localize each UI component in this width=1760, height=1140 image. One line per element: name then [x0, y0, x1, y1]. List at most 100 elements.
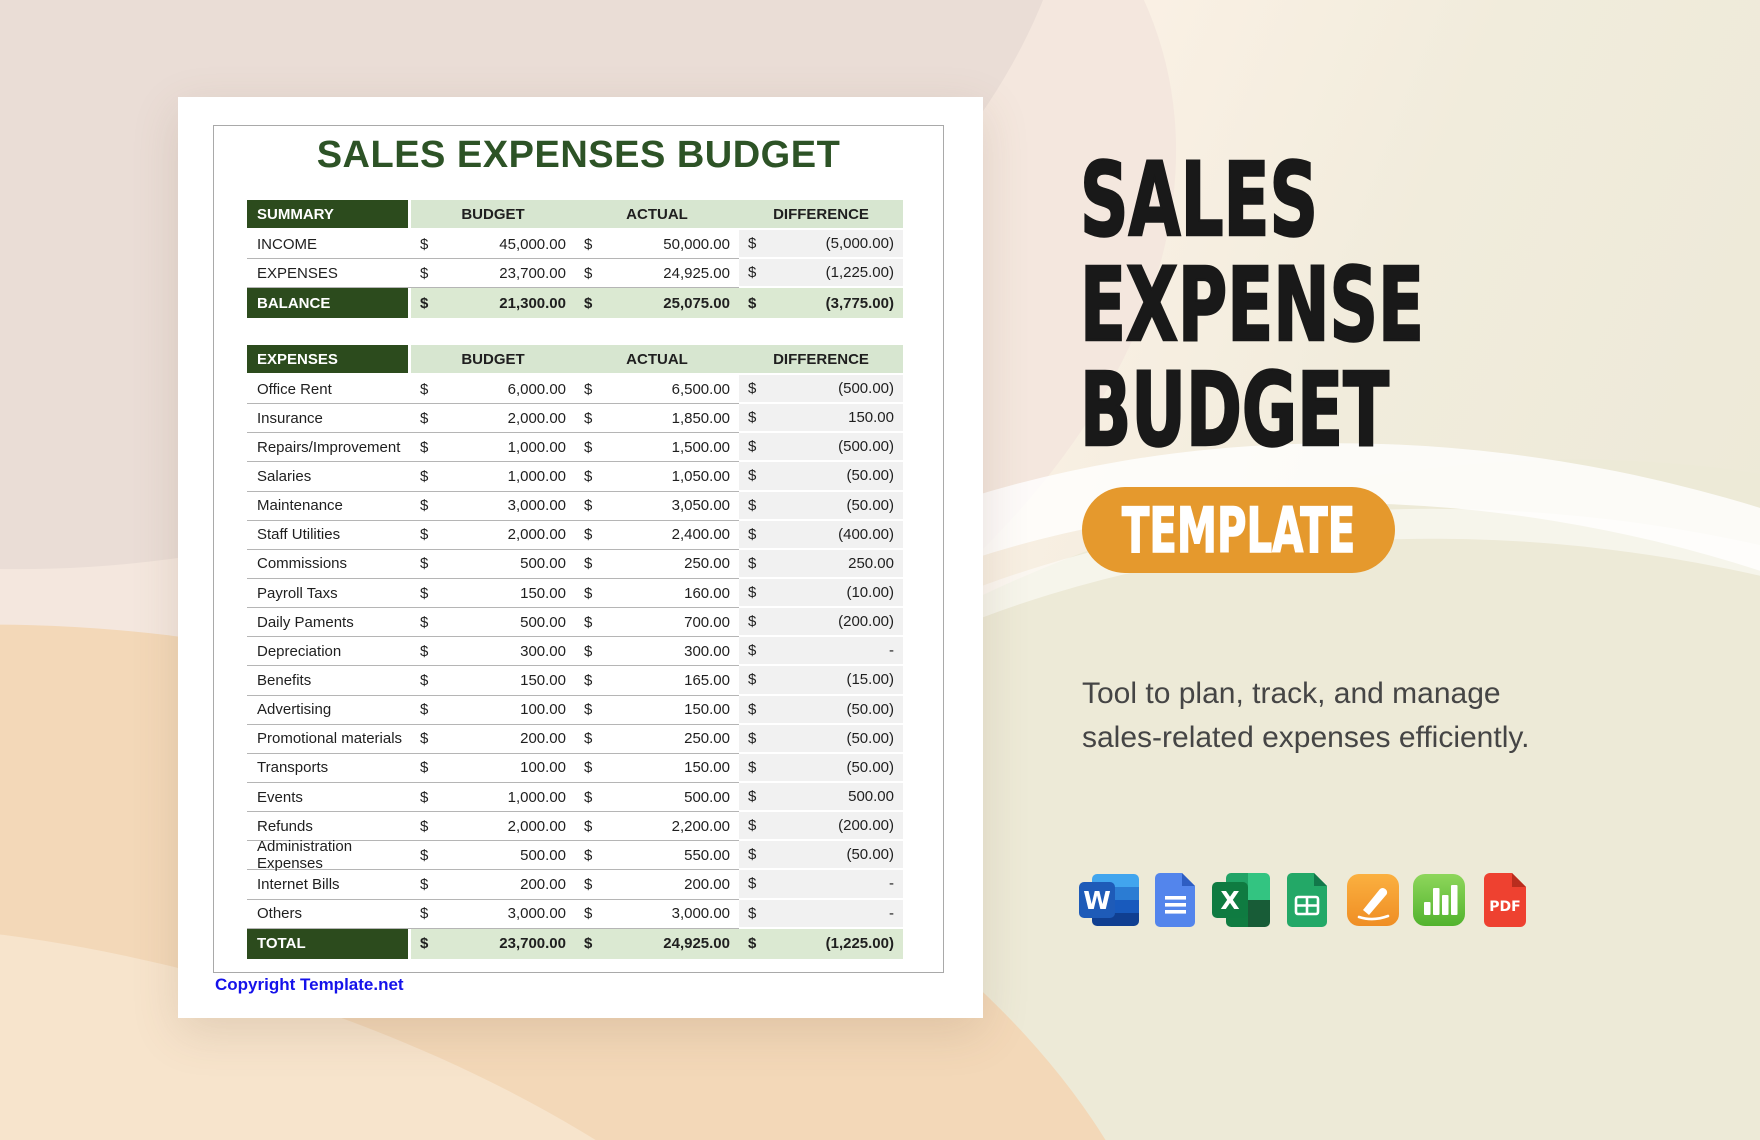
- total-row-label: TOTAL: [247, 928, 411, 959]
- budget-cell: $3,000.00: [411, 492, 575, 521]
- row-label: Commissions: [247, 550, 411, 579]
- format-word[interactable]: W: [1076, 871, 1142, 929]
- amount-value: (200.00): [838, 613, 894, 631]
- budget-cell: $1,000.00: [411, 783, 575, 813]
- summary-row: INCOME $45,000.00 $50,000.00 $ (5,000.00): [247, 230, 903, 260]
- difference-cell: $250.00: [739, 549, 903, 579]
- currency-symbol: $: [584, 613, 593, 631]
- budget-cell: $1,000.00: [411, 433, 575, 463]
- table-header-row: SUMMARY BUDGET ACTUAL DIFFERENCE: [247, 200, 903, 230]
- currency-symbol: $: [748, 935, 757, 953]
- row-label: Others: [247, 900, 411, 929]
- amount-value: 150.00: [684, 701, 730, 719]
- svg-text:W: W: [1083, 886, 1111, 915]
- budget-cell: $23,700.00: [411, 259, 575, 289]
- amount-value: 21,300.00: [499, 294, 566, 312]
- amount-value: 6,500.00: [671, 380, 730, 398]
- row-label: Insurance: [247, 404, 411, 434]
- difference-cell: $ (50.00): [739, 724, 903, 754]
- expense-row: Daily Paments $500.00 $700.00 $ (200.00): [247, 608, 903, 638]
- currency-symbol: $: [420, 759, 429, 777]
- amount-value: 250.00: [684, 555, 730, 573]
- google-sheets-icon: [1287, 873, 1327, 927]
- currency-symbol: $: [748, 788, 757, 806]
- amount-value: 200.00: [520, 875, 566, 893]
- amount-value: 300.00: [684, 642, 730, 660]
- copyright-link[interactable]: Copyright Template.net: [215, 975, 404, 994]
- column-header-budget: BUDGET: [411, 200, 575, 230]
- actual-cell: $550.00: [575, 841, 739, 871]
- currency-symbol: $: [584, 935, 593, 953]
- difference-cell: $ -: [739, 899, 903, 929]
- amount-value: 100.00: [520, 759, 566, 777]
- budget-cell: $2,000.00: [411, 812, 575, 842]
- actual-cell: $3,000.00: [575, 900, 739, 929]
- table-total-row: TOTAL $23,700.00 $24,925.00 $ (1,225.00): [247, 928, 903, 959]
- format-google-sheets[interactable]: [1274, 871, 1340, 929]
- column-header-difference: DIFFERENCE: [739, 200, 903, 230]
- difference-cell: $ (15.00): [739, 666, 903, 696]
- amount-value: 2,200.00: [671, 817, 730, 835]
- currency-symbol: $: [420, 497, 429, 515]
- difference-cell: $ (5,000.00): [739, 230, 903, 260]
- currency-symbol: $: [748, 554, 757, 572]
- currency-symbol: $: [420, 380, 429, 398]
- budget-cell: $2,000.00: [411, 404, 575, 434]
- total-row-label: BALANCE: [247, 288, 411, 319]
- row-label: Daily Paments: [247, 608, 411, 638]
- currency-symbol: $: [420, 613, 429, 631]
- expense-row: Salaries $1,000.00 $1,050.00 $ (50.00): [247, 462, 903, 492]
- amount-value: 500.00: [520, 846, 566, 864]
- actual-cell: $150.00: [575, 754, 739, 783]
- actual-cell: $2,400.00: [575, 521, 739, 550]
- amount-value: 3,050.00: [671, 497, 730, 515]
- currency-symbol: $: [748, 584, 757, 602]
- expense-row: Transports $100.00 $150.00 $ (50.00): [247, 753, 903, 783]
- expense-row: Promotional materials $200.00 $250.00 $ (50.…: [247, 724, 903, 754]
- amount-value: (50.00): [846, 467, 894, 485]
- actual-cell: $1,850.00: [575, 404, 739, 434]
- expense-row: Payroll Taxs $150.00 $160.00 $ (10.00): [247, 578, 903, 609]
- table-label-header: SUMMARY: [247, 200, 411, 230]
- expense-row: Others $3,000.00 $3,000.00 $ -: [247, 899, 903, 929]
- actual-cell: $50,000.00: [575, 230, 739, 260]
- budget-cell: $500.00: [411, 608, 575, 638]
- currency-symbol: $: [748, 409, 757, 427]
- amount-value: 3,000.00: [507, 905, 566, 923]
- currency-symbol: $: [584, 642, 593, 660]
- amount-value: 165.00: [684, 671, 730, 689]
- format-google-docs[interactable]: [1142, 871, 1208, 929]
- currency-symbol: $: [748, 875, 757, 893]
- amount-value: 150.00: [520, 584, 566, 602]
- row-label: Maintenance: [247, 492, 411, 521]
- row-label: INCOME: [247, 230, 411, 260]
- difference-cell: $ (50.00): [739, 841, 903, 871]
- currency-symbol: $: [420, 875, 429, 893]
- amount-value: 300.00: [520, 642, 566, 660]
- amount-value: -: [889, 875, 894, 893]
- format-pdf[interactable]: PDF: [1472, 871, 1538, 929]
- format-excel[interactable]: X: [1208, 871, 1274, 929]
- currency-symbol: $: [748, 729, 757, 747]
- expense-row: Internet Bills $200.00 $200.00 $ -: [247, 870, 903, 900]
- apple-pages-icon: [1347, 874, 1399, 926]
- table-label-header: EXPENSES: [247, 345, 411, 375]
- amount-value: 1,850.00: [671, 409, 730, 427]
- currency-symbol: $: [748, 438, 757, 456]
- budget-total-cell: $21,300.00: [411, 288, 575, 319]
- amount-value: 500.00: [684, 788, 730, 806]
- budget-cell: $6,000.00: [411, 375, 575, 405]
- amount-value: 150.00: [684, 759, 730, 777]
- currency-symbol: $: [420, 555, 429, 573]
- promo-description: Tool to plan, track, and manage sales-re…: [1082, 672, 1602, 760]
- amount-value: (1,225.00): [825, 935, 894, 953]
- table-header-row: EXPENSES BUDGET ACTUAL DIFFERENCE: [247, 345, 903, 375]
- amount-value: 200.00: [520, 730, 566, 748]
- currency-symbol: $: [748, 758, 757, 776]
- format-apple-pages[interactable]: [1340, 871, 1406, 929]
- amount-value: 3,000.00: [507, 497, 566, 515]
- column-header-actual: ACTUAL: [575, 345, 739, 375]
- amount-value: 23,700.00: [499, 935, 566, 953]
- format-apple-numbers[interactable]: [1406, 871, 1472, 929]
